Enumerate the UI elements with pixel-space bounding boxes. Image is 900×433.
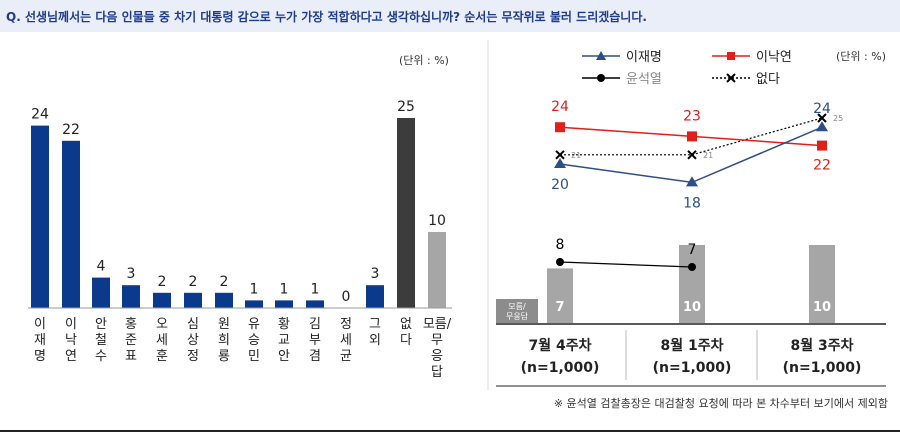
- point-lee-nakyon-2: [817, 140, 827, 151]
- legend-marker-3: [726, 73, 736, 83]
- trend-sample-size-1: (n=1,000): [653, 360, 732, 376]
- label-lee-nakyon-2: 22: [813, 158, 831, 174]
- bar-value-label-6: 2: [220, 274, 229, 290]
- bar-value-label-8: 1: [280, 281, 289, 297]
- bottom-rule: [0, 430, 900, 432]
- point-yoon-1: [688, 263, 696, 271]
- legend-label-2: 윤석열: [626, 72, 662, 87]
- bar-12: [397, 118, 415, 308]
- label-yoon-1: 7: [688, 242, 697, 258]
- bar-value-label-2: 4: [97, 259, 106, 275]
- series-line-yoon: [559, 261, 693, 268]
- bar-8: [275, 300, 293, 308]
- label-lee-nakyon-1: 23: [683, 108, 701, 124]
- trend-sample-size-0: (n=1,000): [521, 360, 600, 376]
- bar-value-label-9: 1: [311, 281, 320, 297]
- bar-6: [215, 292, 233, 308]
- point-lee-nakyon-1: [687, 131, 697, 142]
- bar-value-label-12: 25: [397, 99, 415, 115]
- legend-marker-2: [597, 74, 605, 82]
- question-text: Q. 선생님께서는 다음 인물들 중 차기 대통령 감으로 누가 가장 적합하다…: [6, 10, 647, 24]
- bar-4: [153, 292, 171, 308]
- bar-13: [428, 232, 446, 308]
- label-none-2: 25: [833, 114, 843, 123]
- trend-category-1: 8월 1주차: [661, 337, 724, 354]
- trend-bar-legend-box: [496, 299, 538, 323]
- label-lee-jaemyung-2: 24: [813, 101, 831, 117]
- trend-category-2: 8월 3주차: [791, 337, 854, 354]
- legend-marker-0: [596, 51, 606, 60]
- point-none-1: [687, 150, 697, 160]
- legend-label-1: 이낙연: [756, 50, 792, 65]
- trend-sample-size-2: (n=1,000): [783, 360, 862, 376]
- label-lee-jaemyung-0: 20: [551, 177, 569, 193]
- bar-unit-label: (단위 : %): [399, 54, 449, 67]
- point-lee-nakyon-0: [555, 122, 565, 133]
- line-unit-label: (단위 : %): [836, 50, 886, 63]
- label-yoon-0: 8: [556, 237, 565, 253]
- point-lee-jaemyung-1: [686, 176, 698, 187]
- legend-marker-1: [727, 52, 735, 60]
- bar-1: [62, 140, 80, 308]
- label-none-1: 21: [703, 151, 713, 160]
- footnote: ※ 윤석열 검찰총장은 대검찰청 요청에 따라 본 차수부터 보기에서 제외함: [553, 397, 888, 410]
- trend-bar-value-0: 7: [555, 300, 564, 315]
- point-lee-jaemyung-0: [554, 158, 566, 168]
- legend-label-3: 없다: [756, 72, 780, 87]
- bar-value-label-3: 3: [127, 266, 136, 282]
- bar-value-label-0: 24: [31, 107, 49, 123]
- bar-5: [184, 292, 202, 308]
- bar-2: [92, 277, 110, 308]
- point-none-2: [817, 113, 827, 123]
- trend-bar-legend-label: 모름/무응답: [506, 302, 529, 321]
- trend-bar-0: [547, 268, 573, 323]
- point-lee-jaemyung-2: [816, 121, 828, 132]
- question-bar: [0, 0, 900, 32]
- bar-value-label-4: 2: [158, 274, 167, 290]
- label-lee-nakyon-0: 24: [551, 99, 569, 115]
- bar-7: [245, 300, 263, 308]
- label-none-0: 21: [571, 151, 581, 160]
- trend-bar-1: [679, 245, 705, 323]
- bar-value-label-1: 22: [62, 122, 80, 138]
- bar-3: [122, 285, 140, 308]
- bar-category-label-13: 모름/무 응 답: [423, 317, 452, 380]
- point-yoon-0: [556, 258, 564, 266]
- bar-9: [306, 300, 324, 308]
- bar-value-label-5: 2: [189, 274, 198, 290]
- bar-0: [31, 125, 49, 308]
- bar-value-label-11: 3: [371, 266, 380, 282]
- label-lee-jaemyung-1: 18: [683, 195, 701, 211]
- trend-category-0: 7월 4주차: [529, 337, 592, 354]
- trend-bar-value-2: 10: [813, 300, 831, 315]
- legend-label-0: 이재명: [626, 50, 662, 65]
- trend-bar-2: [809, 245, 835, 323]
- bar-value-label-7: 1: [250, 281, 259, 297]
- bar-value-label-10: 0: [342, 289, 351, 305]
- trend-bar-value-1: 10: [683, 300, 701, 315]
- bar-value-label-13: 10: [428, 213, 446, 229]
- bar-11: [366, 285, 384, 308]
- point-none-0: [555, 150, 565, 160]
